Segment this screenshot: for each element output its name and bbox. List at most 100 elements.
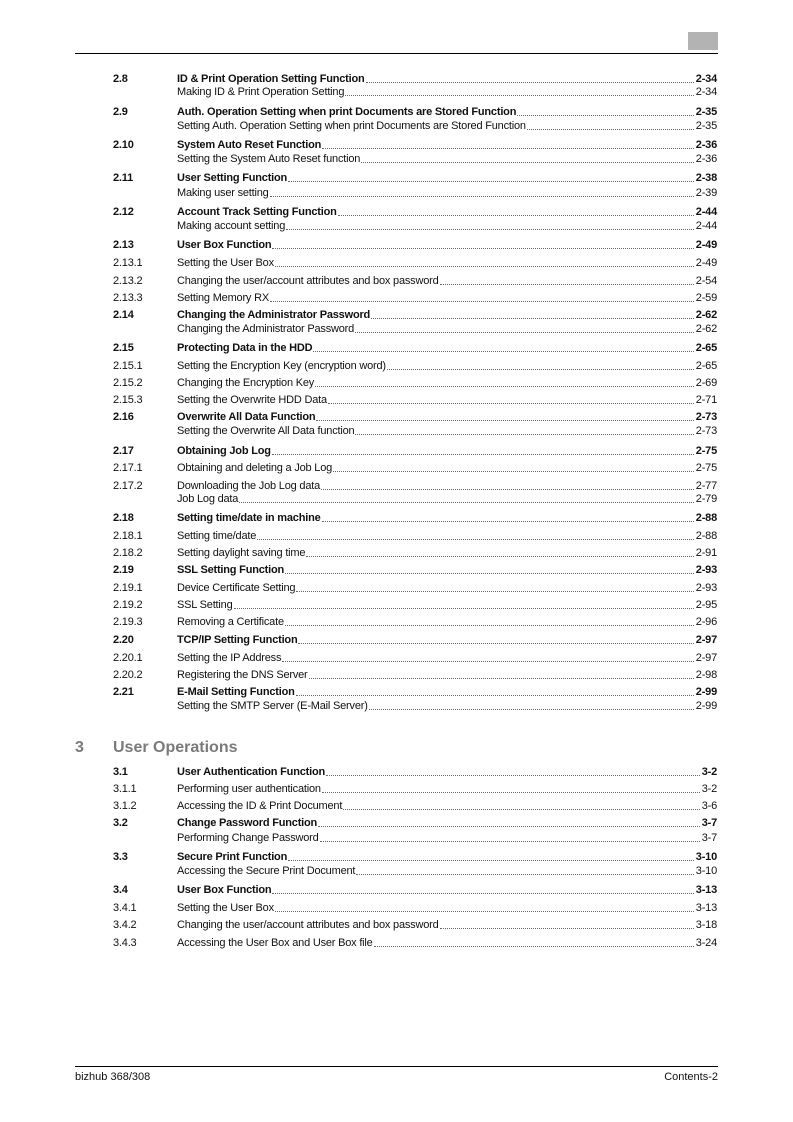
toc-entry-page: 2-62 [695, 309, 717, 321]
toc-entry-title: Removing a Certificate [177, 616, 284, 628]
toc-entry[interactable]: Performing Change Password 3-7 [113, 831, 717, 845]
toc-entry-page: 2-96 [695, 616, 717, 628]
toc-entry[interactable]: 3.1.1 Performing user authentication 3-2 [113, 782, 717, 796]
toc-entry-page: 2-36 [695, 139, 717, 151]
toc-entry-page: 3-7 [701, 832, 718, 844]
toc-entry-page: 2-34 [695, 86, 717, 98]
dot-leader [269, 301, 694, 302]
toc-entry-title: Obtaining Job Log [177, 445, 271, 457]
dot-leader [272, 248, 694, 249]
toc-entry[interactable]: 2.18.1 Setting time/date 2-88 [113, 529, 717, 543]
toc-entry[interactable]: 2.13.1 Setting the User Box 2-49 [113, 256, 717, 270]
toc-entry-title: E-Mail Setting Function [177, 686, 295, 698]
toc-entry[interactable]: 2.18.2 Setting daylight saving time 2-91 [113, 546, 717, 560]
toc-entry-page: 2-44 [695, 206, 717, 218]
toc-entry[interactable]: 2.20 TCP/IP Setting Function 2-97 [113, 633, 717, 647]
toc-entry-number: 2.20.2 [113, 669, 143, 681]
toc-entry-title: Setting the IP Address [177, 652, 282, 664]
toc-entry-number: 2.19.1 [113, 582, 143, 594]
chapter-number: 3 [75, 739, 84, 756]
toc-entry[interactable]: 3.3 Secure Print Function 3-10 [113, 850, 717, 864]
toc-entry[interactable]: Setting the System Auto Reset function 2-… [113, 152, 717, 166]
toc-entry-page: 2-54 [695, 275, 717, 287]
toc-entry-page: 2-93 [695, 564, 717, 576]
toc-entry[interactable]: Changing the Administrator Password 2-62 [113, 322, 717, 336]
toc-entry-page: 2-97 [695, 634, 717, 646]
toc-entry-number: 2.13 [113, 239, 134, 251]
dot-leader [343, 809, 700, 810]
toc-entry-number: 2.13.2 [113, 275, 143, 287]
toc-entry-title: Secure Print Function [177, 851, 288, 863]
toc-entry-number: 3.4.2 [113, 919, 137, 931]
toc-entry[interactable]: Job Log data 2-79 [113, 492, 717, 506]
toc-entry-title: Setting the Overwrite HDD Data [177, 394, 327, 406]
toc-entry[interactable]: 2.8 ID & Print Operation Setting Function… [113, 72, 717, 86]
toc-entry[interactable]: Making account setting 2-44 [113, 219, 717, 233]
toc-entry-page: 2-79 [695, 493, 717, 505]
toc-entry[interactable]: 3.4 User Box Function 3-13 [113, 883, 717, 897]
toc-entry-title: Setting the SMTP Server (E-Mail Server) [177, 700, 368, 712]
chapter-heading[interactable]: 3 User Operations [75, 739, 237, 757]
toc-entry[interactable]: 2.20.2 Registering the DNS Server 2-98 [113, 668, 717, 682]
toc-entry-number: 2.19.2 [113, 599, 143, 611]
toc-entry[interactable]: Accessing the Secure Print Document 3-10 [113, 864, 717, 878]
toc-entry[interactable]: 2.19.3 Removing a Certificate 2-96 [113, 615, 717, 629]
toc-entry[interactable]: 2.18 Setting time/date in machine 2-88 [113, 511, 717, 525]
toc-entry[interactable]: 2.11 User Setting Function 2-38 [113, 171, 717, 185]
toc-entry[interactable]: Making ID & Print Operation Setting 2-34 [113, 85, 717, 99]
toc-entry[interactable]: 2.10 System Auto Reset Function 2-36 [113, 138, 717, 152]
toc-entry-page: 3-13 [695, 884, 717, 896]
dot-leader [361, 162, 694, 163]
toc-entry[interactable]: 2.13 User Box Function 2-49 [113, 238, 717, 252]
chapter-title: User Operations [113, 739, 238, 756]
toc-entry-number: 2.11 [113, 172, 134, 184]
toc-entry[interactable]: Setting the Overwrite All Data function 2… [113, 424, 717, 438]
toc-entry[interactable]: 2.14 Changing the Administrator Password 2… [113, 308, 717, 322]
toc-entry-page: 2-91 [695, 547, 717, 559]
toc-entry[interactable]: 2.13.2 Changing the user/account attribut… [113, 274, 717, 288]
toc-entry-title: Changing the Administrator Password [177, 309, 371, 321]
toc-entry[interactable]: 2.15.3 Setting the Overwrite HDD Data 2-71 [113, 393, 717, 407]
toc-entry[interactable]: 3.4.3 Accessing the User Box and User Box… [113, 936, 717, 950]
toc-entry[interactable]: Making user setting 2-39 [113, 186, 717, 200]
toc-entry[interactable]: 3.2 Change Password Function 3-7 [113, 816, 717, 830]
toc-entry-title: Setting the System Auto Reset function [177, 153, 361, 165]
toc-entry[interactable]: 2.17.2 Downloading the Job Log data 2-77 [113, 479, 717, 493]
toc-entry[interactable]: 2.21 E-Mail Setting Function 2-99 [113, 685, 717, 699]
toc-entry[interactable]: 2.19.2 SSL Setting 2-95 [113, 598, 717, 612]
toc-entry-title: Making user setting [177, 187, 269, 199]
toc-entry[interactable]: 2.12 Account Track Setting Function 2-44 [113, 205, 717, 219]
dot-leader [355, 434, 694, 435]
toc-entry[interactable]: 2.19.1 Device Certificate Setting 2-93 [113, 581, 717, 595]
toc-entry-number: 2.20.1 [113, 652, 143, 664]
toc-entry[interactable]: Setting Auth. Operation Setting when pri… [113, 119, 717, 133]
toc-entry-page: 2-99 [695, 700, 717, 712]
dot-leader [333, 471, 694, 472]
toc-entry[interactable]: 2.13.3 Setting Memory RX 2-59 [113, 291, 717, 305]
toc-entry[interactable]: 3.4.2 Changing the user/account attribute… [113, 918, 717, 932]
toc-entry[interactable]: 2.17 Obtaining Job Log 2-75 [113, 444, 717, 458]
toc-entry[interactable]: 3.4.1 Setting the User Box 3-13 [113, 901, 717, 915]
toc-entry-page: 2-62 [695, 323, 717, 335]
dot-leader [368, 709, 694, 710]
toc-entry[interactable]: 2.15.1 Setting the Encryption Key (encryp… [113, 359, 717, 373]
toc-entry-title: Changing the Encryption Key [177, 377, 315, 389]
toc-entry[interactable]: 2.19 SSL Setting Function 2-93 [113, 563, 717, 577]
toc-entry[interactable]: 2.16 Overwrite All Data Function 2-73 [113, 410, 717, 424]
toc-entry[interactable]: 2.9 Auth. Operation Setting when print Do… [113, 105, 717, 119]
toc-entry-title: Performing Change Password [177, 832, 319, 844]
toc-entry[interactable]: Setting the SMTP Server (E-Mail Server) 2… [113, 699, 717, 713]
toc-entry[interactable]: 2.20.1 Setting the IP Address 2-97 [113, 651, 717, 665]
dot-leader [355, 332, 694, 333]
toc-entry-page: 2-98 [695, 669, 717, 681]
toc-entry-title: Setting Memory RX [177, 292, 269, 304]
toc-entry-page: 3-7 [701, 817, 718, 829]
toc-entry[interactable]: 2.17.1 Obtaining and deleting a Job Log 2-… [113, 461, 717, 475]
toc-entry[interactable]: 3.1 User Authentication Function 3-2 [113, 765, 717, 779]
dot-leader [327, 403, 694, 404]
toc-entry[interactable]: 3.1.2 Accessing the ID & Print Document 3-… [113, 799, 717, 813]
toc-entry-title: Accessing the ID & Print Document [177, 800, 343, 812]
toc-entry[interactable]: 2.15.2 Changing the Encryption Key 2-69 [113, 376, 717, 390]
toc-entry[interactable]: 2.15 Protecting Data in the HDD 2-65 [113, 341, 717, 355]
toc-entry-number: 3.4 [113, 884, 128, 896]
